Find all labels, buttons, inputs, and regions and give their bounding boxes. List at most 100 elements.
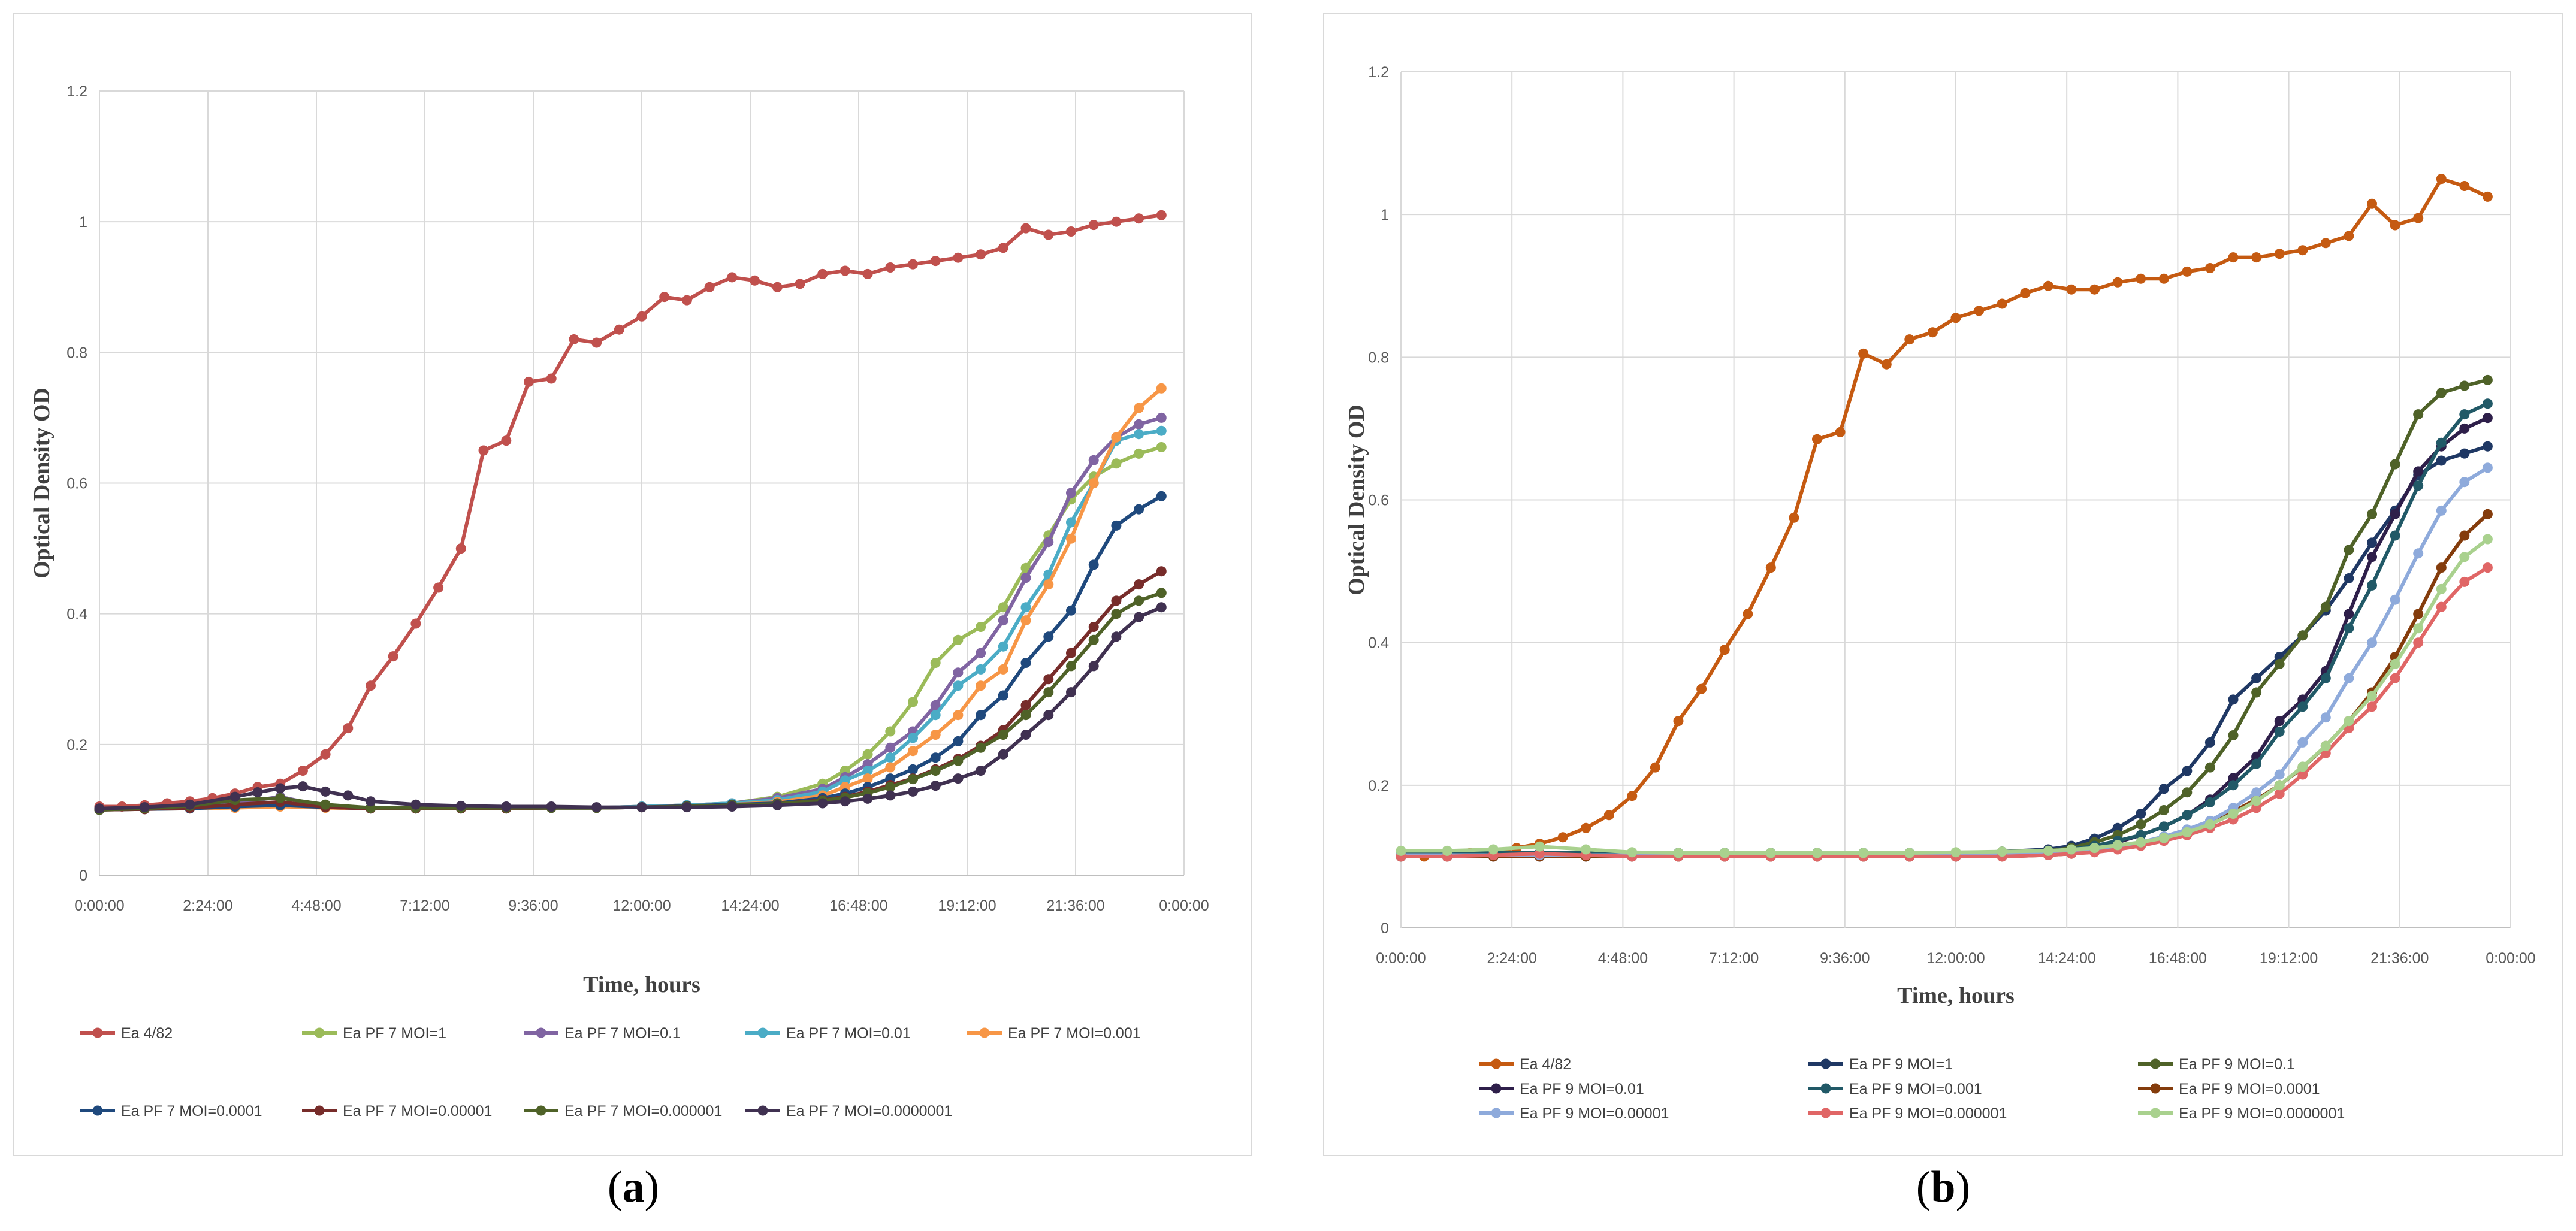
data-point <box>2413 637 2424 648</box>
data-point <box>2436 388 2447 398</box>
data-point <box>2413 609 2424 619</box>
legend-swatch-marker <box>1491 1083 1502 1094</box>
series-5 <box>1396 398 2493 858</box>
data-point <box>930 766 941 776</box>
data-point <box>953 252 964 263</box>
data-point <box>1396 845 1406 856</box>
data-point <box>2251 803 2262 813</box>
y-tick-label: 1.2 <box>67 83 87 100</box>
data-point <box>659 292 670 303</box>
data-point <box>2390 673 2400 683</box>
data-point <box>681 802 692 813</box>
x-tick-label: 7:12:00 <box>400 897 449 914</box>
data-point <box>2459 448 2470 459</box>
data-point <box>1134 419 1144 430</box>
data-point <box>2482 462 2493 473</box>
data-point <box>388 651 398 662</box>
data-point <box>297 766 308 776</box>
data-point <box>455 800 466 811</box>
data-point <box>1650 762 1660 773</box>
data-point <box>1020 602 1031 613</box>
data-point <box>1134 579 1144 590</box>
data-point <box>2436 174 2447 185</box>
data-point <box>139 802 150 813</box>
data-point <box>953 755 964 766</box>
data-point <box>2251 787 2262 798</box>
data-point <box>953 736 964 746</box>
series-1 <box>94 210 1167 812</box>
data-point <box>1111 609 1122 619</box>
series-line <box>99 387 1163 812</box>
data-point <box>908 764 918 775</box>
data-point <box>478 445 489 456</box>
data-point <box>2204 797 2215 807</box>
data-point <box>750 275 760 286</box>
x-tick-label: 19:12:00 <box>2260 950 2318 967</box>
data-point <box>1066 605 1076 616</box>
data-point <box>2436 601 2447 612</box>
data-point <box>2367 691 2377 701</box>
data-point <box>2274 249 2285 259</box>
data-point <box>2297 769 2308 780</box>
data-point <box>1927 327 1938 338</box>
chart-a-svg: 0 0.2 0.4 0.6 0.8 1 1.2 0:00:00 2:24:00 4:48:00 7:… <box>29 83 1209 1120</box>
data-point <box>1043 537 1054 548</box>
legend-swatch-marker <box>1820 1058 1831 1069</box>
data-point <box>1603 810 1614 821</box>
data-point <box>546 373 557 384</box>
data-point <box>817 798 828 809</box>
data-point <box>2344 545 2354 555</box>
legend-item: Ea PF 9 MOI=0.01 <box>1479 1081 1644 1097</box>
data-point <box>2367 637 2377 648</box>
series-line <box>99 606 1162 810</box>
data-point <box>1066 687 1076 698</box>
data-point <box>953 710 964 721</box>
y-tick-label: 1 <box>79 214 87 231</box>
data-point <box>2413 548 2424 559</box>
data-point <box>976 622 986 632</box>
legend-swatch-marker <box>1491 1058 1502 1069</box>
data-point <box>2482 509 2493 519</box>
data-point <box>2136 819 2146 830</box>
data-point <box>1043 579 1054 590</box>
legend-item: Ea PF 7 MOI=0.0000001 <box>745 1103 952 1120</box>
data-point <box>998 664 1008 675</box>
series-line <box>1401 416 2489 858</box>
y-tick-label: 0.2 <box>67 737 87 754</box>
legend-label: Ea PF 7 MOI=0.01 <box>786 1025 911 1042</box>
data-point <box>1111 432 1122 443</box>
y-tick-label: 1 <box>1381 207 1389 223</box>
data-point <box>2413 409 2424 420</box>
data-point <box>1066 517 1076 528</box>
data-point <box>2436 455 2447 466</box>
series-line <box>99 591 1162 812</box>
data-point <box>524 376 534 387</box>
data-point <box>2228 809 2239 819</box>
data-point <box>930 256 941 267</box>
data-point <box>2367 537 2377 548</box>
x-tick-label: 12:00:00 <box>612 897 671 914</box>
data-point <box>998 730 1008 740</box>
y-tick-label: 0.4 <box>67 606 87 623</box>
data-point <box>2436 505 2447 516</box>
data-point <box>320 786 331 797</box>
legend-item: Ea PF 7 MOI=0.0001 <box>80 1103 262 1120</box>
x-tick-label: 16:48:00 <box>829 897 887 914</box>
legend-label: Ea PF 9 MOI=0.1 <box>2179 1056 2295 1073</box>
data-point <box>976 664 986 675</box>
data-point <box>908 746 918 757</box>
data-point <box>2390 530 2400 541</box>
x-axis-title: Time, hours <box>583 972 700 997</box>
data-point <box>2344 609 2354 619</box>
y-tick-label: 0.8 <box>1368 349 1389 366</box>
data-point <box>976 680 986 691</box>
data-point <box>1535 848 1545 859</box>
data-point <box>2320 601 2331 612</box>
x-tick-label: 19:12:00 <box>938 897 996 914</box>
data-point <box>2367 580 2377 591</box>
data-point <box>2367 552 2377 562</box>
data-point <box>2320 673 2331 683</box>
data-point <box>998 641 1008 652</box>
data-point <box>2459 552 2470 562</box>
legend-label: Ea PF 7 MOI=0.1 <box>564 1025 681 1042</box>
